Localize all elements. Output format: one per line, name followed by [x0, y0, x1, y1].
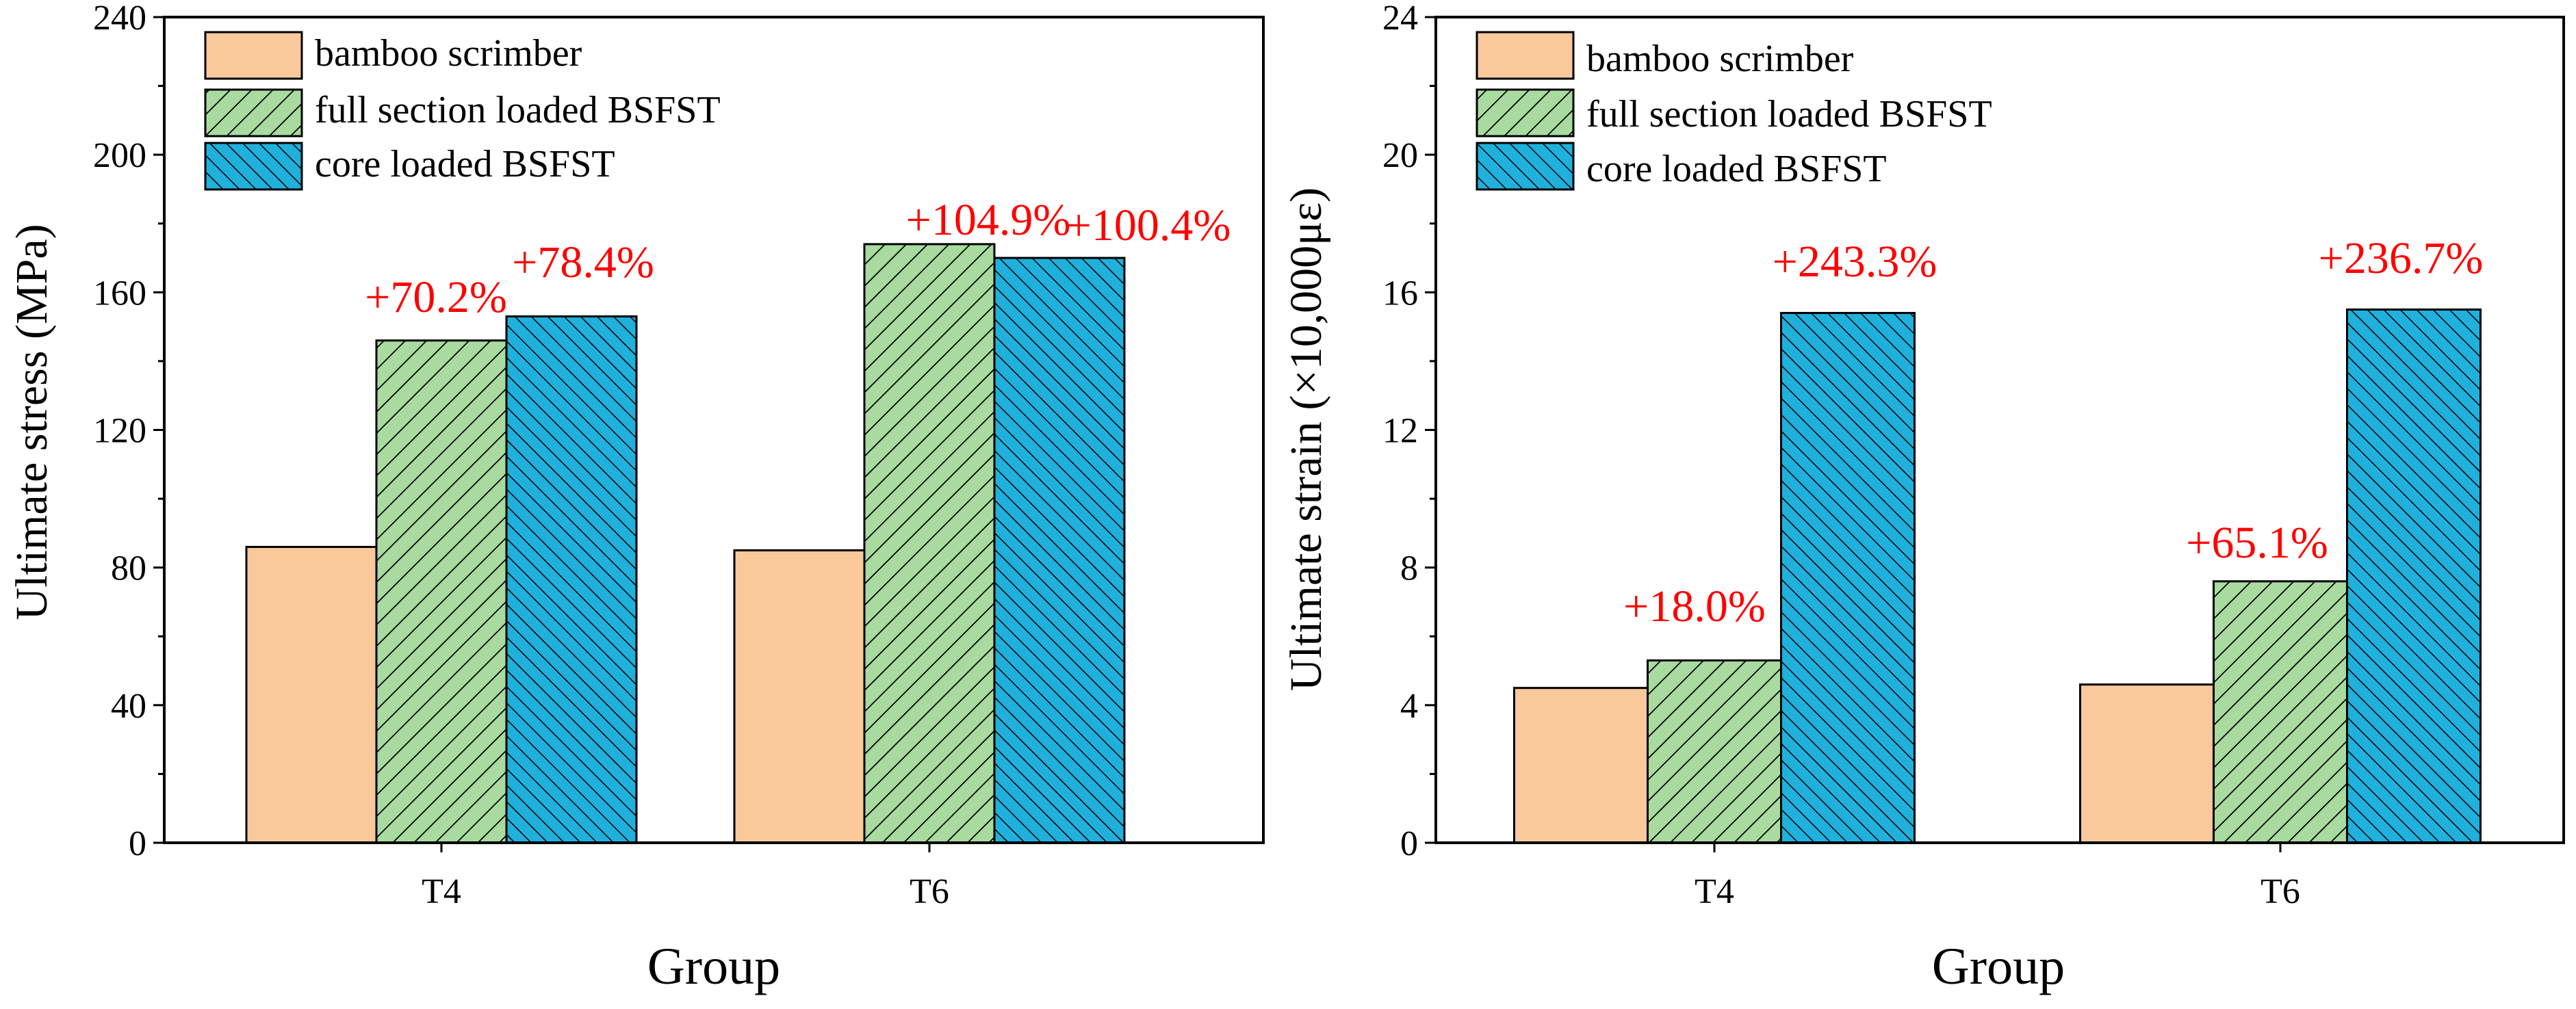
- annotation-full-section-T6: +104.9%: [906, 195, 1071, 245]
- x-tick-label-T4: T4: [422, 872, 461, 911]
- legend-label-full-section: full section loaded BSFST: [315, 89, 721, 131]
- bar-full-section-T6: [2213, 580, 2348, 844]
- y-tick-label: 20: [1382, 136, 1418, 175]
- y-tick-label: 0: [129, 824, 146, 863]
- plot-area: +70.2%+78.4% T4 +104.9%+100.4% T6 0 40 80 120 16…: [93, 0, 1265, 911]
- bar-core-T4: [505, 315, 638, 844]
- annotation-core-T4: +78.4%: [512, 237, 654, 287]
- bar-core-T6: [2346, 308, 2482, 844]
- legend: bamboo scrimber full section loaded BSFS…: [204, 31, 721, 191]
- legend-label-bamboo: bamboo scrimber: [1586, 38, 1854, 80]
- y-tick-label: 120: [93, 412, 146, 451]
- y-tick-label: 40: [111, 687, 146, 726]
- x-tick-label-T6: T6: [910, 872, 949, 911]
- plot-area: +18.0% +243.3% T4 +65.1% +236.7% T6 0 4 8 12 16 20 2…: [1382, 0, 2565, 911]
- annotation-full-section-T6: +65.1%: [2186, 518, 2328, 568]
- plot-frame: [163, 16, 1265, 844]
- y-tick-label: 16: [1382, 274, 1418, 313]
- y-axis-label: Ultimate stress (MPa): [7, 224, 57, 620]
- bar-bamboo-T4: [245, 545, 378, 844]
- legend-swatch-full-section: [204, 88, 303, 137]
- chart-strain: Ultimate strain (×10,000με) Group bamboo…: [1281, 0, 2565, 995]
- legend-swatch-bamboo: [204, 31, 303, 80]
- bar-core-T4: [1780, 312, 1916, 844]
- y-tick-label: 8: [1400, 549, 1418, 588]
- legend-swatch-bamboo: [1476, 31, 1575, 80]
- y-tick-label: 240: [93, 0, 146, 38]
- legend-swatch-core: [1476, 142, 1575, 191]
- bar-full-section-T6: [863, 243, 996, 844]
- legend-swatch-core: [204, 142, 303, 191]
- y-tick-label: 0: [1400, 824, 1418, 863]
- chart-stress: Ultimate stress (MPa) Group bamboo scrim…: [7, 0, 1265, 995]
- y-tick-label: 80: [111, 549, 146, 588]
- legend-swatch-full-section: [1476, 88, 1575, 137]
- y-axis-label: Ultimate strain (×10,000με): [1281, 187, 1331, 691]
- x-axis-label: Group: [647, 938, 780, 995]
- x-tick-label-T4: T4: [1695, 872, 1734, 911]
- bar-bamboo-T6: [733, 549, 866, 844]
- annotation-full-section-T4: +18.0%: [1623, 581, 1766, 631]
- y-tick-label: 24: [1382, 0, 1418, 38]
- legend-label-bamboo: bamboo scrimber: [315, 32, 582, 75]
- bar-bamboo-T4: [1513, 687, 1649, 844]
- legend-label-full-section: full section loaded BSFST: [1586, 93, 1992, 135]
- legend-label-core: core loaded BSFST: [1586, 148, 1887, 190]
- bar-full-section-T4: [375, 339, 508, 844]
- bar-full-section-T4: [1647, 659, 1782, 844]
- annotation-core-T4: +243.3%: [1773, 237, 1937, 287]
- plot-frame: [1434, 16, 2565, 844]
- annotation-core-T6: +100.4%: [1066, 200, 1231, 250]
- annotation-full-section-T4: +70.2%: [365, 272, 507, 322]
- legend: bamboo scrimber full section loaded BSFS…: [1476, 31, 1992, 191]
- y-tick-label: 160: [93, 274, 146, 313]
- y-tick-label: 200: [93, 136, 146, 175]
- bar-bamboo-T6: [2079, 683, 2215, 844]
- annotation-core-T6: +236.7%: [2319, 233, 2484, 283]
- legend-label-core: core loaded BSFST: [315, 143, 615, 185]
- x-axis-label: Group: [1932, 938, 2065, 995]
- y-tick-label: 12: [1382, 412, 1418, 451]
- y-tick-label: 4: [1400, 687, 1418, 726]
- bar-core-T6: [993, 257, 1126, 844]
- x-tick-label-T6: T6: [2261, 872, 2300, 911]
